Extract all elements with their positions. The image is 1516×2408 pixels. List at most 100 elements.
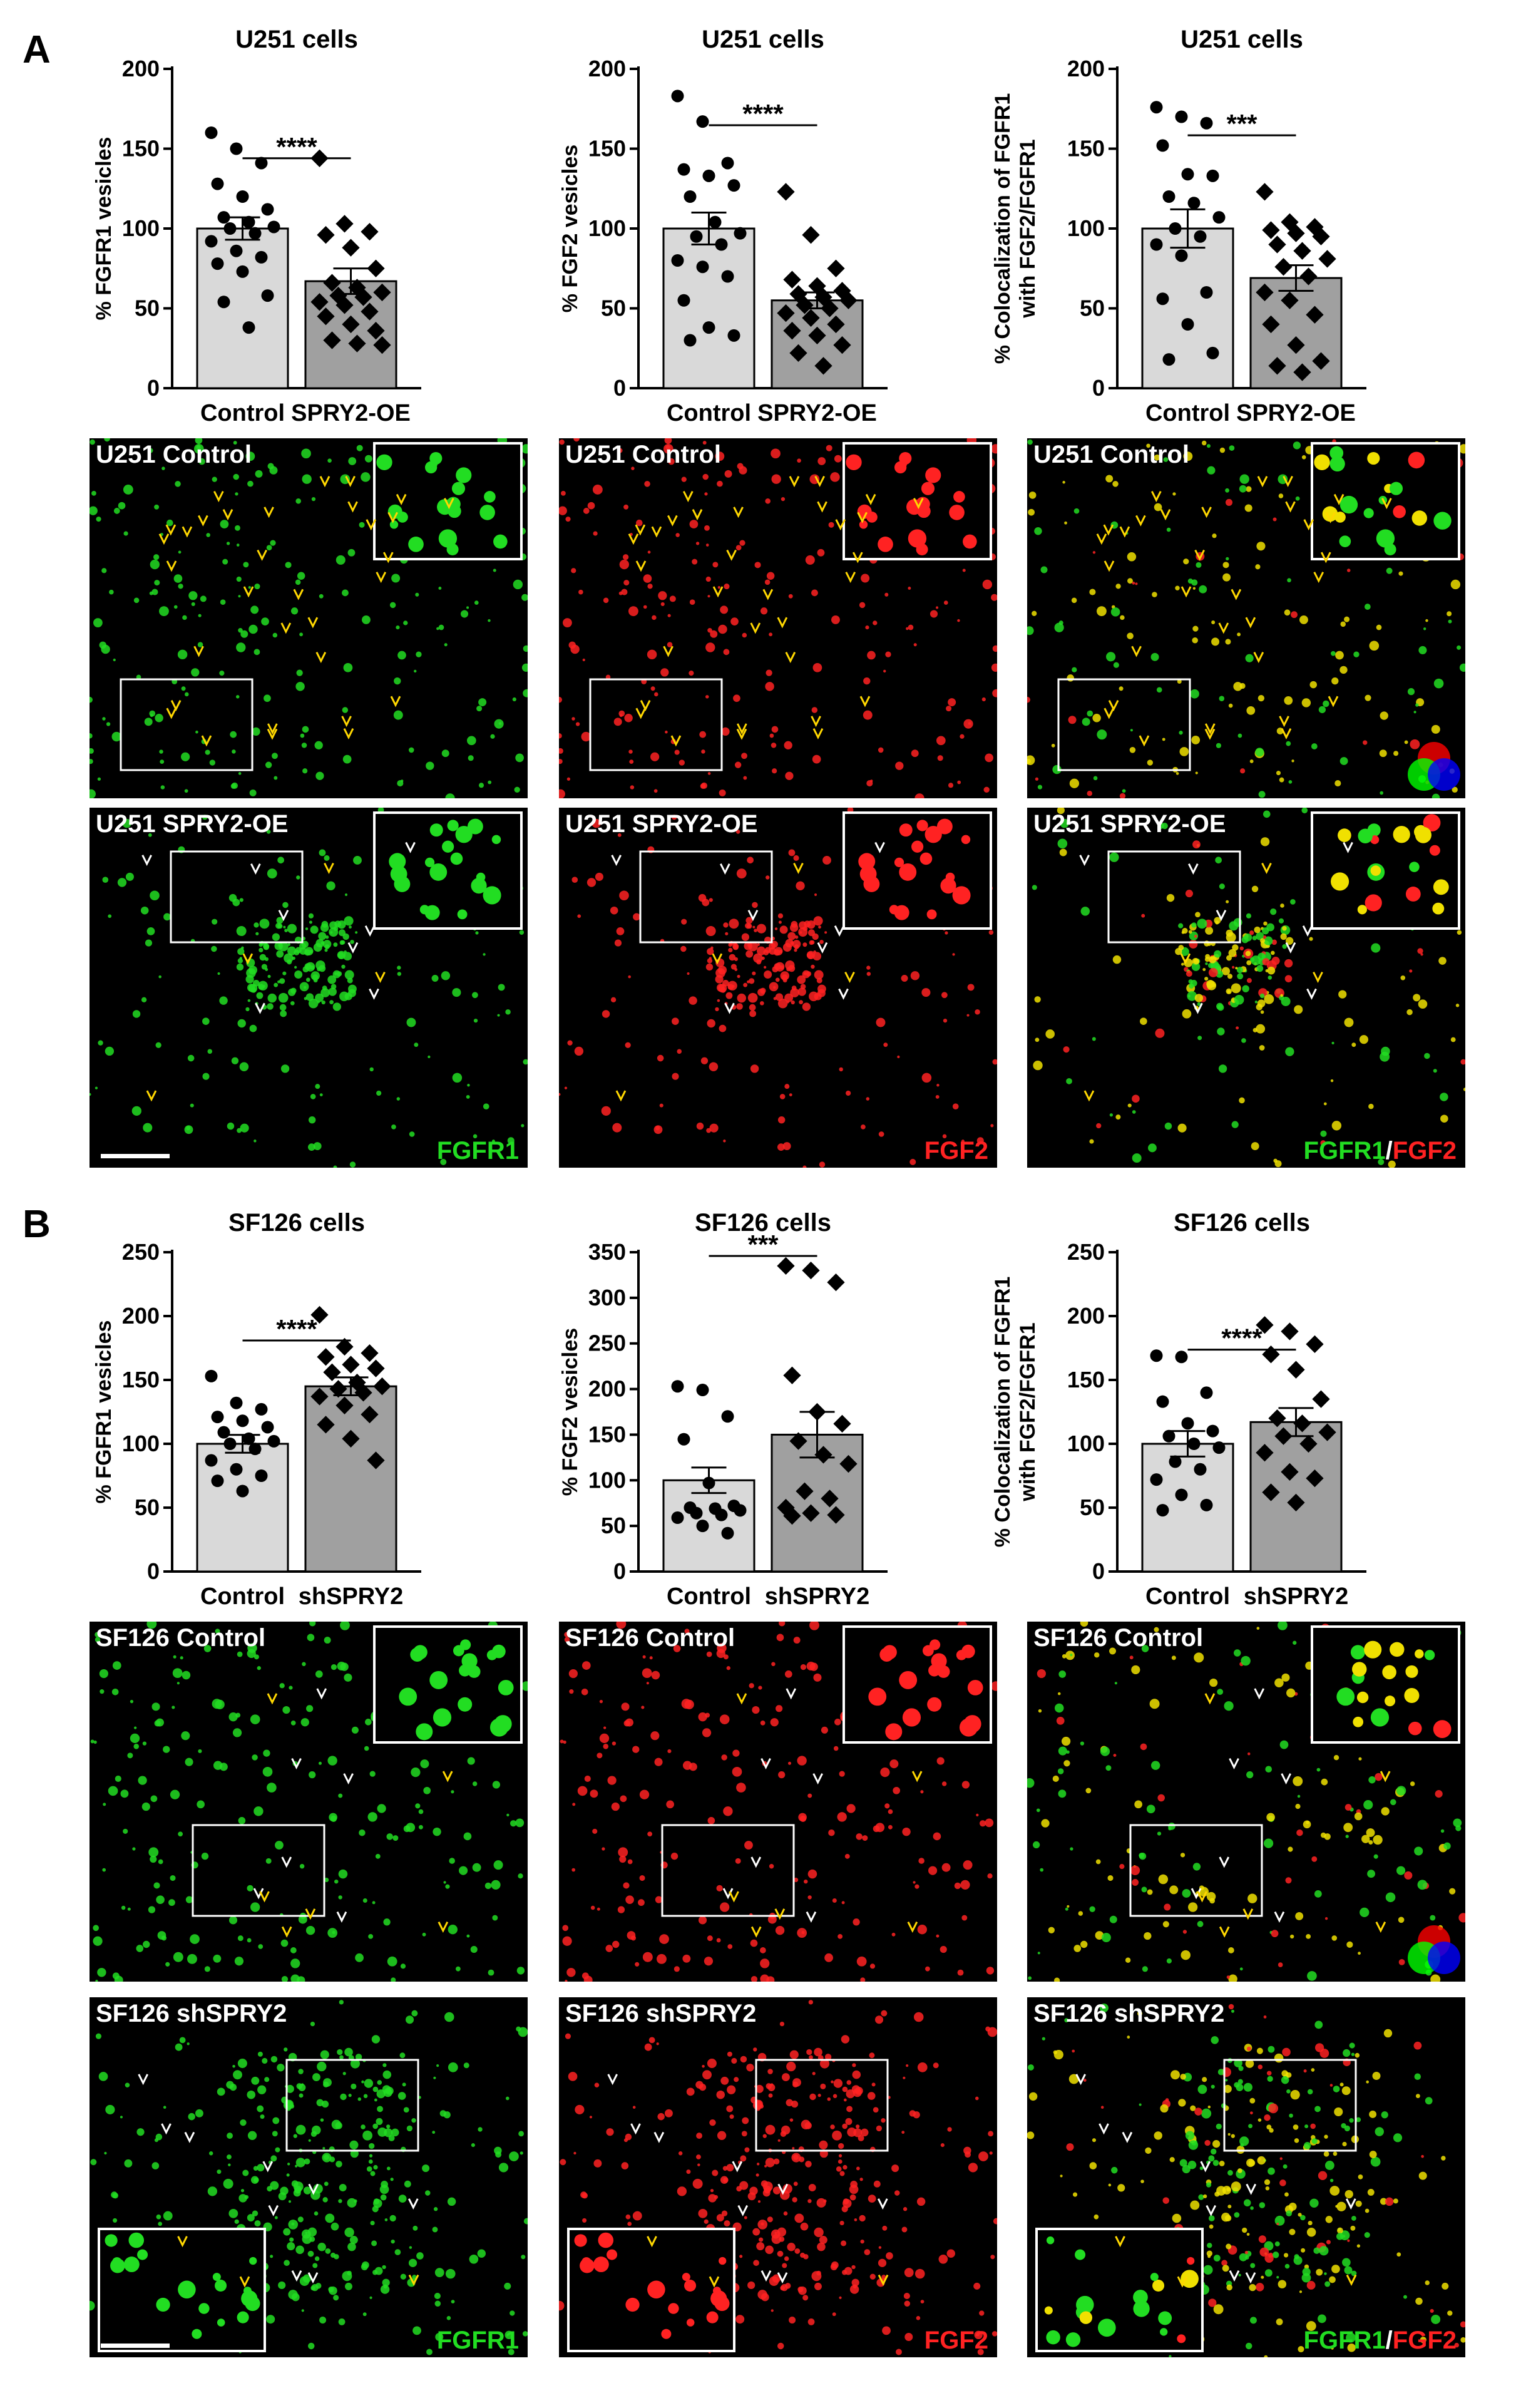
- punctum: [349, 2236, 358, 2245]
- punctum: [309, 2236, 315, 2242]
- punctum: [497, 1014, 500, 1017]
- punctum: [478, 698, 487, 707]
- punctum: [364, 2079, 374, 2088]
- punctum: [249, 789, 257, 796]
- punctum: [1256, 1024, 1266, 1034]
- punctum: [601, 1106, 611, 1116]
- punctum: [1335, 651, 1344, 660]
- punctum: [1270, 908, 1277, 915]
- punctum: [318, 1761, 322, 1765]
- punctum: [952, 1103, 959, 1110]
- inset-punctum: [911, 840, 924, 853]
- arrowhead: [793, 862, 804, 874]
- punctum: [1440, 1829, 1445, 1833]
- punctum: [760, 607, 768, 615]
- punctum: [455, 1966, 461, 1972]
- punctum: [1262, 958, 1270, 965]
- punctum: [122, 818, 131, 828]
- arrowhead: [438, 1922, 449, 1933]
- punctum: [568, 1669, 578, 1679]
- punctum: [1301, 455, 1306, 460]
- arrowhead: [307, 617, 319, 629]
- punctum: [1222, 573, 1231, 582]
- punctum: [945, 931, 948, 935]
- punctum: [283, 925, 286, 929]
- punctum: [307, 1143, 315, 1151]
- punctum: [1263, 1838, 1274, 1848]
- punctum: [1331, 651, 1336, 656]
- punctum: [749, 978, 755, 984]
- punctum: [639, 1875, 645, 1881]
- inset-punctum: [1338, 828, 1351, 842]
- arrowhead: [1201, 507, 1212, 518]
- x-tick-label: Control: [667, 400, 751, 426]
- punctum: [363, 2094, 368, 2099]
- punctum: [281, 1975, 289, 1982]
- punctum: [707, 627, 712, 633]
- punctum: [150, 890, 160, 901]
- punctum: [1162, 738, 1165, 741]
- punctum: [757, 943, 760, 946]
- arrowhead: [667, 515, 678, 527]
- punctum: [617, 448, 623, 453]
- punctum: [783, 2211, 788, 2216]
- punctum: [752, 971, 756, 975]
- data-point-control: [1181, 1417, 1194, 1430]
- punctum: [220, 520, 229, 528]
- punctum: [776, 1705, 783, 1712]
- punctum: [946, 2249, 956, 2258]
- punctum: [789, 1093, 792, 1097]
- punctum: [1366, 1828, 1375, 1838]
- punctum: [1296, 1829, 1303, 1836]
- punctum: [1244, 2250, 1249, 2255]
- punctum: [259, 918, 270, 929]
- punctum: [873, 620, 878, 625]
- punctum: [1028, 491, 1037, 499]
- punctum: [706, 1651, 712, 1657]
- punctum: [1249, 2111, 1253, 2115]
- bar-treated: [304, 1385, 397, 1573]
- punctum: [743, 982, 748, 987]
- punctum: [1062, 1654, 1067, 1659]
- chart-title: U251 cells: [702, 26, 824, 53]
- punctum: [866, 1097, 870, 1101]
- punctum: [985, 2026, 991, 2032]
- punctum: [584, 1775, 591, 1783]
- punctum: [1336, 2201, 1346, 2211]
- punctum: [804, 2122, 812, 2129]
- punctum: [778, 920, 782, 924]
- punctum: [232, 2064, 235, 2068]
- punctum: [1358, 1952, 1361, 1955]
- punctum: [264, 694, 271, 702]
- data-point-treated: [335, 1337, 354, 1356]
- data-point-control: [205, 126, 218, 139]
- inset-punctum: [857, 504, 872, 519]
- punctum: [1115, 1114, 1121, 1120]
- arrowhead: [747, 910, 759, 922]
- punctum: [814, 893, 817, 897]
- data-point-control: [677, 1433, 690, 1446]
- punctum: [651, 1670, 660, 1680]
- data-point-treated: [1268, 1409, 1286, 1428]
- punctum: [592, 1828, 598, 1834]
- data-point-control: [690, 1506, 703, 1520]
- inset-punctum: [1405, 887, 1421, 902]
- punctum: [408, 747, 414, 753]
- punctum: [382, 2265, 386, 2270]
- punctum: [251, 2076, 260, 2085]
- inset-punctum: [460, 1639, 471, 1650]
- punctum: [744, 2147, 750, 2153]
- punctum: [397, 651, 406, 660]
- punctum: [1420, 2337, 1426, 2344]
- punctum: [1224, 1701, 1234, 1711]
- punctum: [286, 2173, 290, 2177]
- punctum: [1240, 768, 1246, 774]
- punctum: [91, 490, 96, 496]
- punctum: [1246, 706, 1256, 715]
- micrograph-image: [559, 438, 997, 798]
- arrowhead: [720, 863, 730, 875]
- inset-punctum: [429, 823, 443, 837]
- punctum: [1147, 1143, 1157, 1153]
- punctum: [521, 1124, 525, 1128]
- punctum: [1291, 759, 1294, 763]
